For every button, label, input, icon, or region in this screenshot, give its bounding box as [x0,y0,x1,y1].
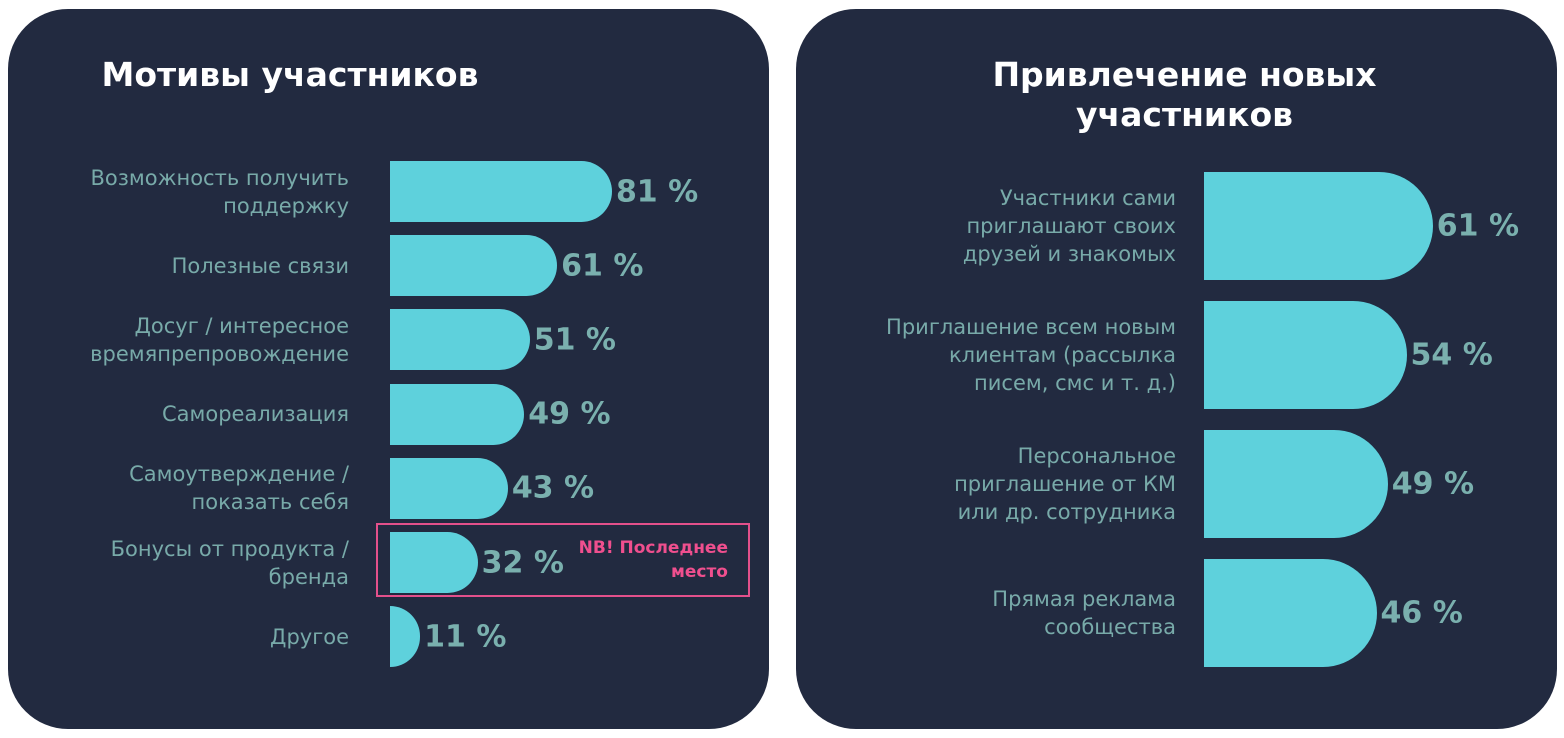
annotation-note: NB! Последнее место [578,538,728,582]
value-label: 49 % [528,396,611,432]
chart-row: Другое 11 % [8,606,769,668]
category-label: Возможность получить поддержку [90,165,349,218]
category-label: Полезные связи [171,253,349,278]
bar [390,309,530,371]
bar [390,235,558,297]
chart-row: Возможность получить поддержку 81 % [8,161,769,222]
category-label: Приглашение всем новым клиентам (рассылк… [886,315,1176,395]
chart-row: Участники сами приглашают своих друзей и… [796,172,1557,280]
category-label: Другое [270,624,349,649]
bar [390,606,421,668]
category-label: Самоутверждение / показать себя [129,462,349,515]
value-label: 61 % [561,248,644,284]
category-label: Досуг / интересное времяпрепровождение [90,313,349,366]
chart-title: Привлечение новых участников [992,55,1377,134]
chart-panel-attraction: Привлечение новых участников Участники с… [796,9,1557,729]
bar [1204,301,1407,409]
value-label: 46 % [1380,595,1463,631]
bar [390,161,612,222]
value-label: 32 % [481,545,564,580]
bar [390,457,508,519]
chart-row: Прямая реклама сообщества 46 % [796,559,1557,667]
category-label: Участники сами приглашают своих друзей и… [962,186,1176,266]
category-label: Прямая реклама сообщества [992,587,1176,639]
highlight-box: NB! Последнее место [376,523,750,597]
bar [1204,430,1388,538]
chart-panel-motives: Мотивы участников Возможность получить п… [8,9,769,729]
value-label: 11 % [424,619,507,655]
bar [1204,559,1377,667]
chart-row: Персональное приглашение от КМ или др. с… [796,430,1557,538]
value-label: 61 % [1436,208,1520,244]
value-label: 43 % [511,470,595,506]
chart-row: Самореализация 49 % [8,383,769,445]
category-label: Персональное приглашение от КМ или др. с… [954,444,1176,524]
category-label: Самореализация [161,402,349,427]
value-label: 81 % [615,174,699,209]
chart-title: Мотивы участников [101,55,479,94]
value-label: 49 % [1391,466,1475,502]
chart-row: Приглашение всем новым клиентам (рассылк… [796,301,1557,409]
value-label: 54 % [1410,337,1493,373]
value-label: 51 % [533,322,616,358]
bar [1204,172,1433,280]
category-label: Бонусы от продукта / бренда [110,536,349,589]
chart-row: Бонусы от продукта / бренда 32 % [8,532,769,593]
chart-row: Самоутверждение / показать себя 43 % [8,457,769,519]
bar [390,532,478,593]
chart-row: Досуг / интересное времяпрепровождение 51… [8,309,769,371]
chart-row: Полезные связи 61 % [8,235,769,297]
bar [390,383,525,445]
